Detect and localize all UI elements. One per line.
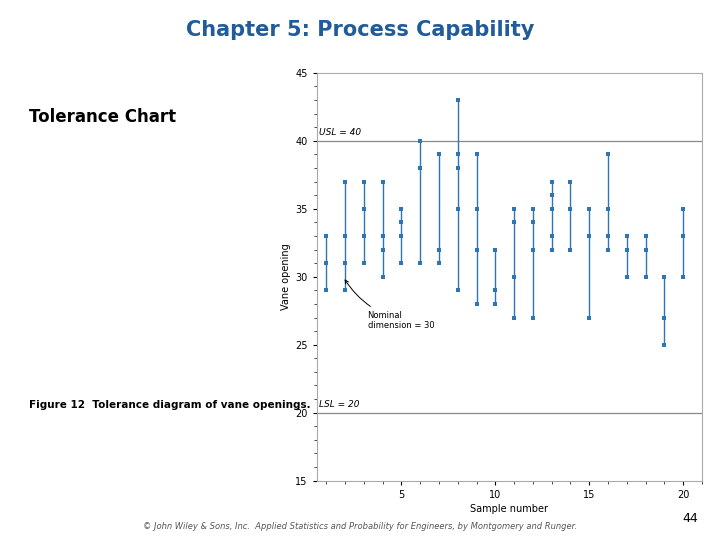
Text: © John Wiley & Sons, Inc.  Applied Statistics and Probability for Engineers, by : © John Wiley & Sons, Inc. Applied Statis… <box>143 522 577 531</box>
Text: LSL = 20: LSL = 20 <box>319 400 359 409</box>
Y-axis label: Vane opening: Vane opening <box>281 244 291 310</box>
Text: Tolerance Chart: Tolerance Chart <box>29 108 176 126</box>
Text: Chapter 5: Process Capability: Chapter 5: Process Capability <box>186 19 534 40</box>
Text: 44: 44 <box>683 512 698 525</box>
Text: Nominal
dimension = 30: Nominal dimension = 30 <box>345 280 434 330</box>
X-axis label: Sample number: Sample number <box>470 504 549 514</box>
Text: USL = 40: USL = 40 <box>319 129 361 137</box>
Text: Figure 12  Tolerance diagram of vane openings.: Figure 12 Tolerance diagram of vane open… <box>29 400 310 410</box>
